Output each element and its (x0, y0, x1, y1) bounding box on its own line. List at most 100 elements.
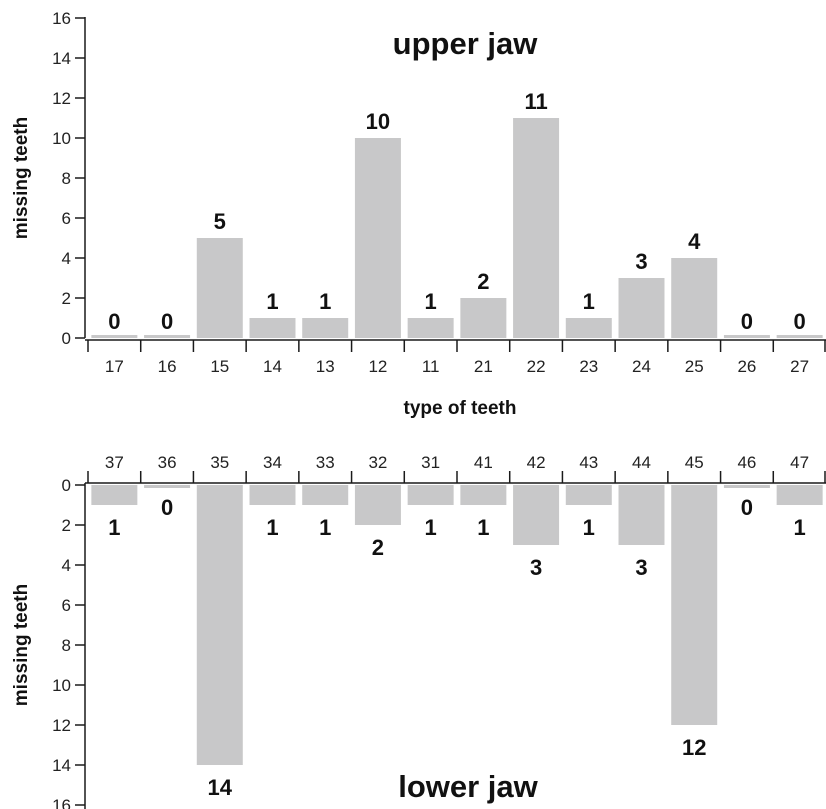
bar-47 (776, 485, 823, 505)
data-label-47: 1 (794, 515, 806, 540)
bar-11 (407, 318, 454, 338)
bar-35 (196, 485, 243, 765)
y-tick-label: 10 (52, 676, 71, 695)
bar-26 (723, 335, 770, 338)
bar-25 (671, 258, 718, 338)
y-tick-label: 0 (62, 476, 71, 495)
bar-17 (91, 335, 138, 338)
x-tick-label: 25 (685, 357, 704, 376)
data-label-45: 12 (682, 735, 706, 760)
x-tick-label: 17 (105, 357, 124, 376)
x-axis-title: type of teeth (404, 398, 517, 419)
data-label-11: 1 (425, 289, 437, 314)
lower-jaw-chart: 37 36 35 34 33 32 31 41 42 43 44 45 46 47024681012141… (11, 453, 826, 809)
data-label-23: 1 (583, 289, 595, 314)
y-tick-label: 2 (62, 516, 71, 535)
bar-22 (513, 118, 560, 338)
bar-37 (91, 485, 138, 505)
y-tick-label: 4 (62, 556, 71, 575)
data-label-17: 0 (108, 309, 120, 334)
bar-15 (196, 238, 243, 338)
bar-44 (618, 485, 665, 545)
x-tick-label: 44 (632, 453, 651, 472)
y-tick-label: 12 (52, 89, 71, 108)
bar-42 (513, 485, 560, 545)
bar-43 (565, 485, 612, 505)
x-tick-label: 24 (632, 357, 651, 376)
data-label-15: 5 (214, 209, 226, 234)
data-label-22: 11 (524, 89, 547, 114)
data-label-13: 1 (319, 289, 331, 314)
x-tick-label: 16 (158, 357, 177, 376)
data-label-33: 1 (319, 515, 331, 540)
bar-13 (302, 318, 349, 338)
y-tick-label: 8 (62, 169, 71, 188)
x-tick-label: 36 (158, 453, 177, 472)
bar-41 (460, 485, 507, 505)
x-tick-label: 23 (579, 357, 598, 376)
x-tick-label: 33 (316, 453, 335, 472)
data-label-43: 1 (583, 515, 595, 540)
data-label-31: 1 (425, 515, 437, 540)
chart-title: upper jaw (393, 26, 539, 61)
data-label-14: 1 (266, 289, 278, 314)
bar-31 (407, 485, 454, 505)
bar-33 (302, 485, 349, 505)
data-label-27: 0 (794, 309, 806, 334)
bar-27 (776, 335, 823, 338)
data-label-26: 0 (741, 309, 753, 334)
y-tick-label: 14 (52, 49, 71, 68)
x-tick-label: 21 (474, 357, 493, 376)
x-tick-label: 42 (527, 453, 546, 472)
x-tick-label: 32 (368, 453, 387, 472)
x-tick-label: 41 (474, 453, 493, 472)
data-label-46: 0 (741, 495, 753, 520)
data-label-32: 2 (372, 535, 384, 560)
x-tick-label: 45 (685, 453, 704, 472)
x-tick-label: 43 (579, 453, 598, 472)
y-axis-title: missing teeth (11, 584, 32, 706)
y-tick-label: 14 (52, 756, 71, 775)
bar-32 (354, 485, 401, 525)
y-tick-label: 6 (62, 209, 71, 228)
y-tick-label: 12 (52, 716, 71, 735)
bar-24 (618, 278, 665, 338)
data-label-24: 3 (635, 249, 647, 274)
bar-12 (354, 138, 401, 338)
x-tick-label: 27 (790, 357, 809, 376)
bar-16 (144, 335, 191, 338)
bar-14 (249, 318, 296, 338)
bar-23 (565, 318, 612, 338)
y-tick-label: 2 (62, 289, 71, 308)
y-tick-label: 10 (52, 129, 71, 148)
y-tick-label: 16 (52, 9, 71, 28)
x-tick-label: 11 (422, 357, 440, 376)
data-label-21: 2 (477, 269, 489, 294)
x-tick-label: 26 (737, 357, 756, 376)
x-tick-label: 13 (316, 357, 335, 376)
y-axis-title: missing teeth (11, 117, 32, 239)
x-tick-label: 35 (210, 453, 229, 472)
data-label-37: 1 (108, 515, 120, 540)
bar-46 (723, 485, 770, 488)
data-label-44: 3 (635, 555, 647, 580)
data-label-25: 4 (688, 229, 701, 254)
data-label-34: 1 (266, 515, 278, 540)
x-tick-label: 14 (263, 357, 282, 376)
bar-34 (249, 485, 296, 505)
x-tick-label: 22 (527, 357, 546, 376)
bar-36 (144, 485, 191, 488)
bar-21 (460, 298, 507, 338)
data-label-41: 1 (477, 515, 489, 540)
data-label-36: 0 (161, 495, 173, 520)
x-tick-label: 15 (210, 357, 229, 376)
bar-45 (671, 485, 718, 725)
data-label-16: 0 (161, 309, 173, 334)
chart-title: lower jaw (398, 769, 538, 804)
y-tick-label: 16 (52, 796, 71, 809)
x-tick-label: 46 (737, 453, 756, 472)
x-tick-label: 31 (421, 453, 440, 472)
